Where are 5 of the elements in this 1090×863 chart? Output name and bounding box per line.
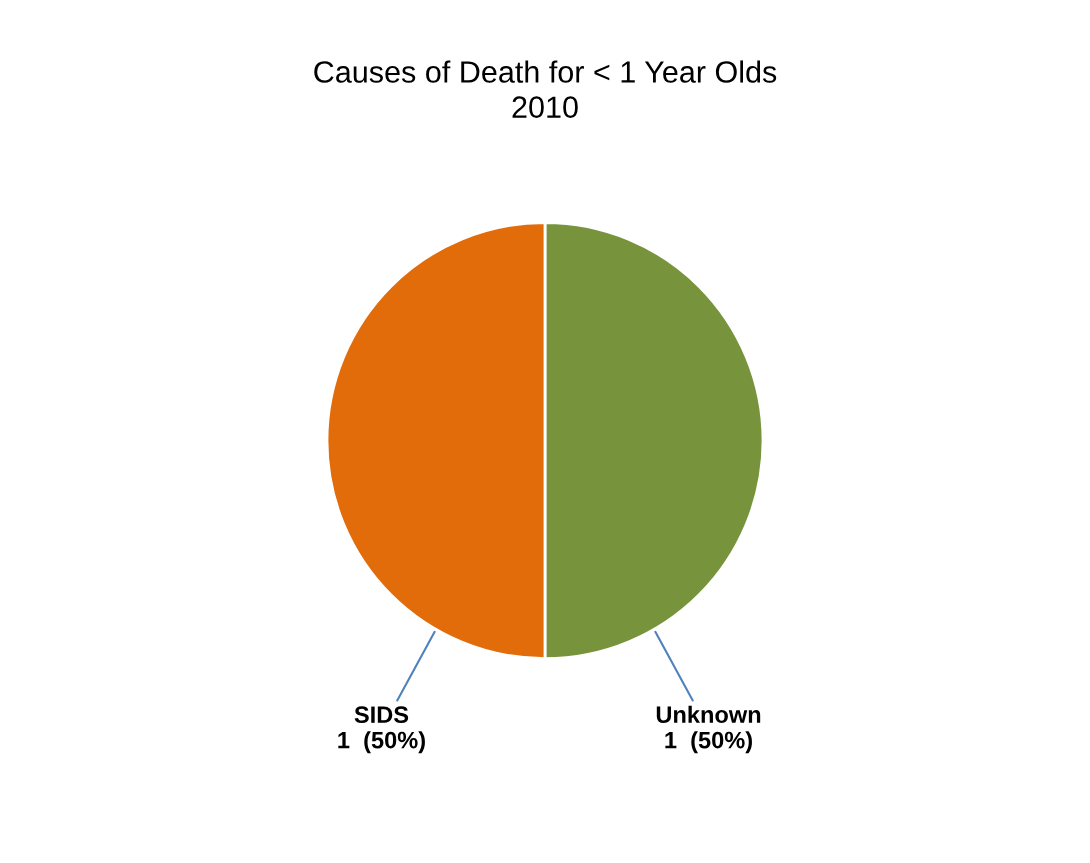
data-label: 1 (50%) [665, 731, 752, 754]
slice-label: SIDS [354, 706, 409, 724]
slice-label: Unknown [656, 705, 761, 724]
chart-title: Causes of Death for < 1 Year Olds 2010 [314, 60, 777, 118]
data-label: 1 (50%) [338, 731, 425, 754]
